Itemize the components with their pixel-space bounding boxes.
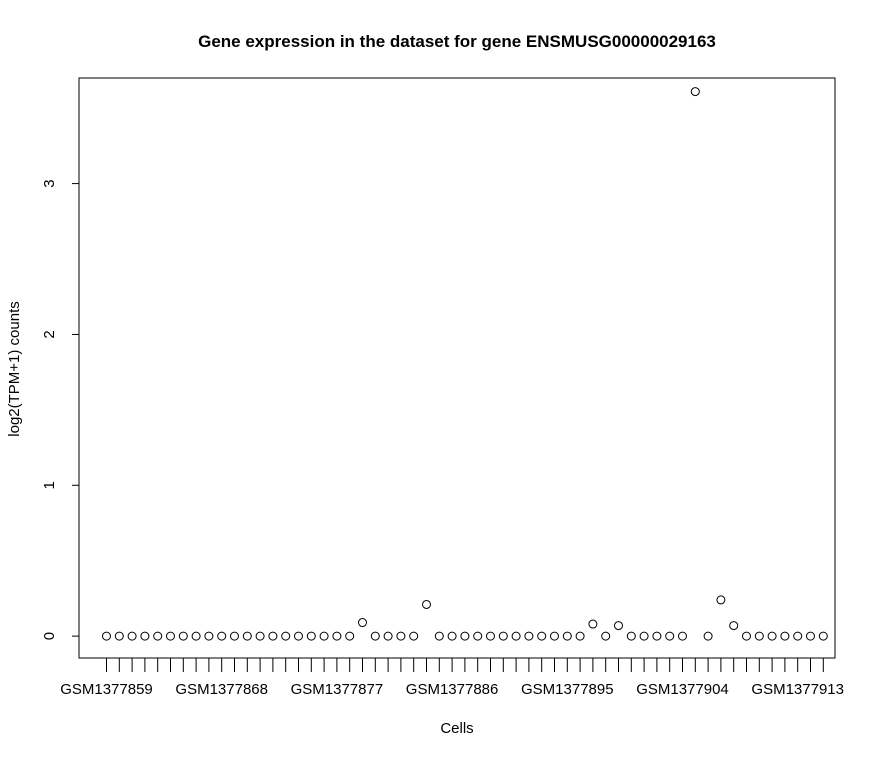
data-point (498, 631, 508, 641)
data-point (703, 631, 713, 641)
data-point (191, 631, 201, 641)
data-point (588, 619, 598, 629)
data-point (754, 631, 764, 641)
data-point (255, 631, 265, 641)
data-point (690, 87, 700, 97)
data-point (601, 631, 611, 641)
data-point (281, 631, 291, 641)
data-point (626, 631, 636, 641)
data-point (153, 631, 163, 641)
data-points (102, 87, 828, 641)
y-axis-label: log2(TPM+1) counts (6, 301, 23, 436)
data-point (230, 631, 239, 641)
data-point (818, 631, 828, 641)
data-point (742, 631, 751, 641)
x-tick-label: GSM1377859 (60, 681, 153, 698)
data-point (345, 631, 355, 641)
data-point (370, 631, 380, 641)
data-point (639, 631, 649, 641)
data-point (434, 631, 444, 641)
data-point (780, 631, 790, 641)
data-point (447, 631, 457, 641)
x-tick-label: GSM1377886 (406, 681, 499, 698)
y-tick-label: 3 (41, 179, 58, 187)
data-point (204, 631, 214, 641)
data-point (550, 631, 559, 641)
data-point (268, 631, 278, 641)
data-point (140, 631, 150, 641)
data-point (665, 631, 675, 641)
x-tick-label: GSM1377868 (175, 681, 268, 698)
data-point (422, 599, 431, 609)
data-point (524, 631, 534, 641)
data-point (294, 631, 303, 641)
data-point (166, 631, 175, 641)
data-point (614, 621, 623, 631)
data-point (383, 631, 393, 641)
data-point (178, 631, 188, 641)
data-point (306, 631, 316, 641)
y-tick-label: 1 (41, 481, 58, 489)
chart-title: Gene expression in the dataset for gene … (198, 32, 716, 51)
data-point (358, 618, 367, 628)
data-point (806, 631, 815, 641)
x-tick-label: GSM1377913 (751, 681, 844, 698)
x-axis: GSM1377859 GSM1377868 GSM1377877 GSM1377886… (60, 657, 844, 698)
data-point (102, 631, 111, 641)
data-point (217, 631, 227, 641)
data-point (114, 631, 124, 641)
x-tick-label: GSM1377895 (521, 681, 614, 698)
x-axis-label: Cells (440, 720, 473, 737)
y-tick-label: 2 (41, 330, 58, 338)
data-point (729, 621, 739, 631)
x-tick-label: GSM1377877 (291, 681, 384, 698)
data-point (652, 631, 662, 641)
y-tick-label: 0 (41, 632, 58, 640)
data-point (332, 631, 342, 641)
data-point (537, 631, 547, 641)
y-axis: 0 1 2 3 (41, 179, 80, 640)
data-point (242, 631, 252, 641)
data-point (319, 631, 329, 641)
data-point (460, 631, 470, 641)
data-point (716, 595, 726, 605)
data-point (127, 631, 137, 641)
x-tick-label: GSM1377904 (636, 681, 729, 698)
data-point (486, 631, 495, 641)
data-point (678, 631, 687, 641)
data-point (562, 631, 572, 641)
data-point (793, 631, 803, 641)
data-point (575, 631, 585, 641)
plot-frame (78, 77, 836, 659)
data-point (473, 631, 483, 641)
data-point (767, 631, 777, 641)
data-point (409, 631, 419, 641)
data-point (396, 631, 406, 641)
data-point (511, 631, 521, 641)
